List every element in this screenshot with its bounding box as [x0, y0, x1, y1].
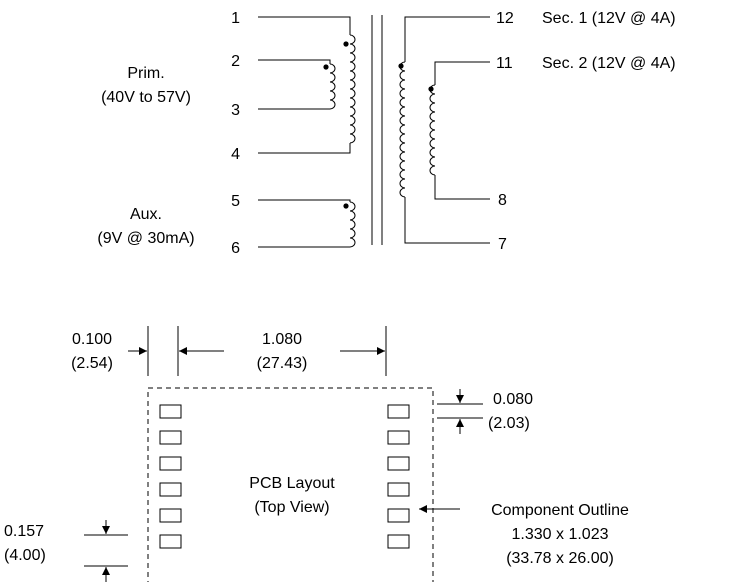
row-spacing-inch: 1.080: [262, 331, 302, 348]
primary-title: Prim.: [127, 65, 164, 82]
pad-right-1: [387, 404, 410, 419]
dimension-labels: 0.100 (2.54) 1.080 (27.43) 0.080 (2.03) …: [4, 331, 629, 567]
winding-primary-2-3: [258, 59, 336, 110]
pcb-layout-subtitle: (Top View): [254, 499, 329, 516]
transformer-schematic: [258, 15, 490, 248]
pin-6-label: 6: [231, 240, 240, 257]
pad-left-6: [159, 534, 182, 549]
winding-labels: Prim. (40V to 57V) Aux. (9V @ 30mA) Sec.…: [97, 10, 675, 247]
winding-secondary-12-7: [399, 16, 490, 244]
pin-numbers: 1 2 3 4 5 6 12 11 8 7: [231, 10, 514, 257]
pad-height-mm: (2.03): [488, 415, 530, 432]
pin-4-label: 4: [231, 146, 240, 163]
primary-detail: (40V to 57V): [101, 89, 191, 106]
pad-right-6: [387, 534, 410, 549]
secondary-2-label: Sec. 2 (12V @ 4A): [542, 55, 676, 72]
outline-size-mm: (33.78 x 26.00): [506, 550, 614, 567]
component-outline: [147, 387, 434, 582]
pad-left-1: [159, 404, 182, 419]
polarity-dot-secondary-2: [428, 86, 434, 92]
pad-offset-mm: (4.00): [4, 547, 46, 564]
pad-left-5: [159, 508, 182, 523]
polarity-dots: [323, 41, 434, 209]
pin-7-label: 7: [498, 236, 507, 253]
pcb-layout: PCB Layout (Top View): [4, 326, 629, 582]
pad-left-4: [159, 482, 182, 497]
polarity-dot-primary-tap: [323, 64, 329, 70]
winding-primary-1-4: [258, 16, 356, 154]
auxiliary-title: Aux.: [130, 206, 162, 223]
polarity-dot-auxiliary: [343, 203, 349, 209]
outline-callout-label: Component Outline: [491, 502, 629, 519]
secondary-1-label: Sec. 1 (12V @ 4A): [542, 10, 676, 27]
pin-5-label: 5: [231, 193, 240, 210]
row-spacing-mm: (27.43): [257, 355, 308, 372]
polarity-dot-secondary-1: [398, 63, 404, 69]
pin-8-label: 8: [498, 192, 507, 209]
winding-secondary-11-8: [429, 61, 490, 200]
pad-column-left: [159, 404, 182, 549]
pin-1-label: 1: [231, 10, 240, 27]
pad-right-2: [387, 430, 410, 445]
auxiliary-detail: (9V @ 30mA): [97, 230, 194, 247]
pad-left-3: [159, 456, 182, 471]
pin-3-label: 3: [231, 102, 240, 119]
pad-height-inch: 0.080: [493, 391, 533, 408]
dimension-lines: [84, 326, 483, 582]
pad-pitch-inch: 0.100: [72, 331, 112, 348]
outline-size-inch: 1.330 x 1.023: [512, 526, 609, 543]
pin-12-label: 12: [496, 10, 514, 27]
pad-right-5: [387, 508, 410, 523]
pad-offset-inch: 0.157: [4, 523, 44, 540]
winding-auxiliary-5-6: [258, 199, 356, 248]
pcb-layout-title: PCB Layout: [249, 475, 335, 492]
pad-right-3: [387, 456, 410, 471]
transformer-core: [371, 15, 383, 245]
polarity-dot-primary: [343, 41, 349, 47]
pad-column-right: [387, 404, 410, 549]
pad-left-2: [159, 430, 182, 445]
pad-pitch-mm: (2.54): [71, 355, 113, 372]
pin-11-label: 11: [496, 55, 513, 72]
pad-right-4: [387, 482, 410, 497]
pin-2-label: 2: [231, 53, 240, 70]
